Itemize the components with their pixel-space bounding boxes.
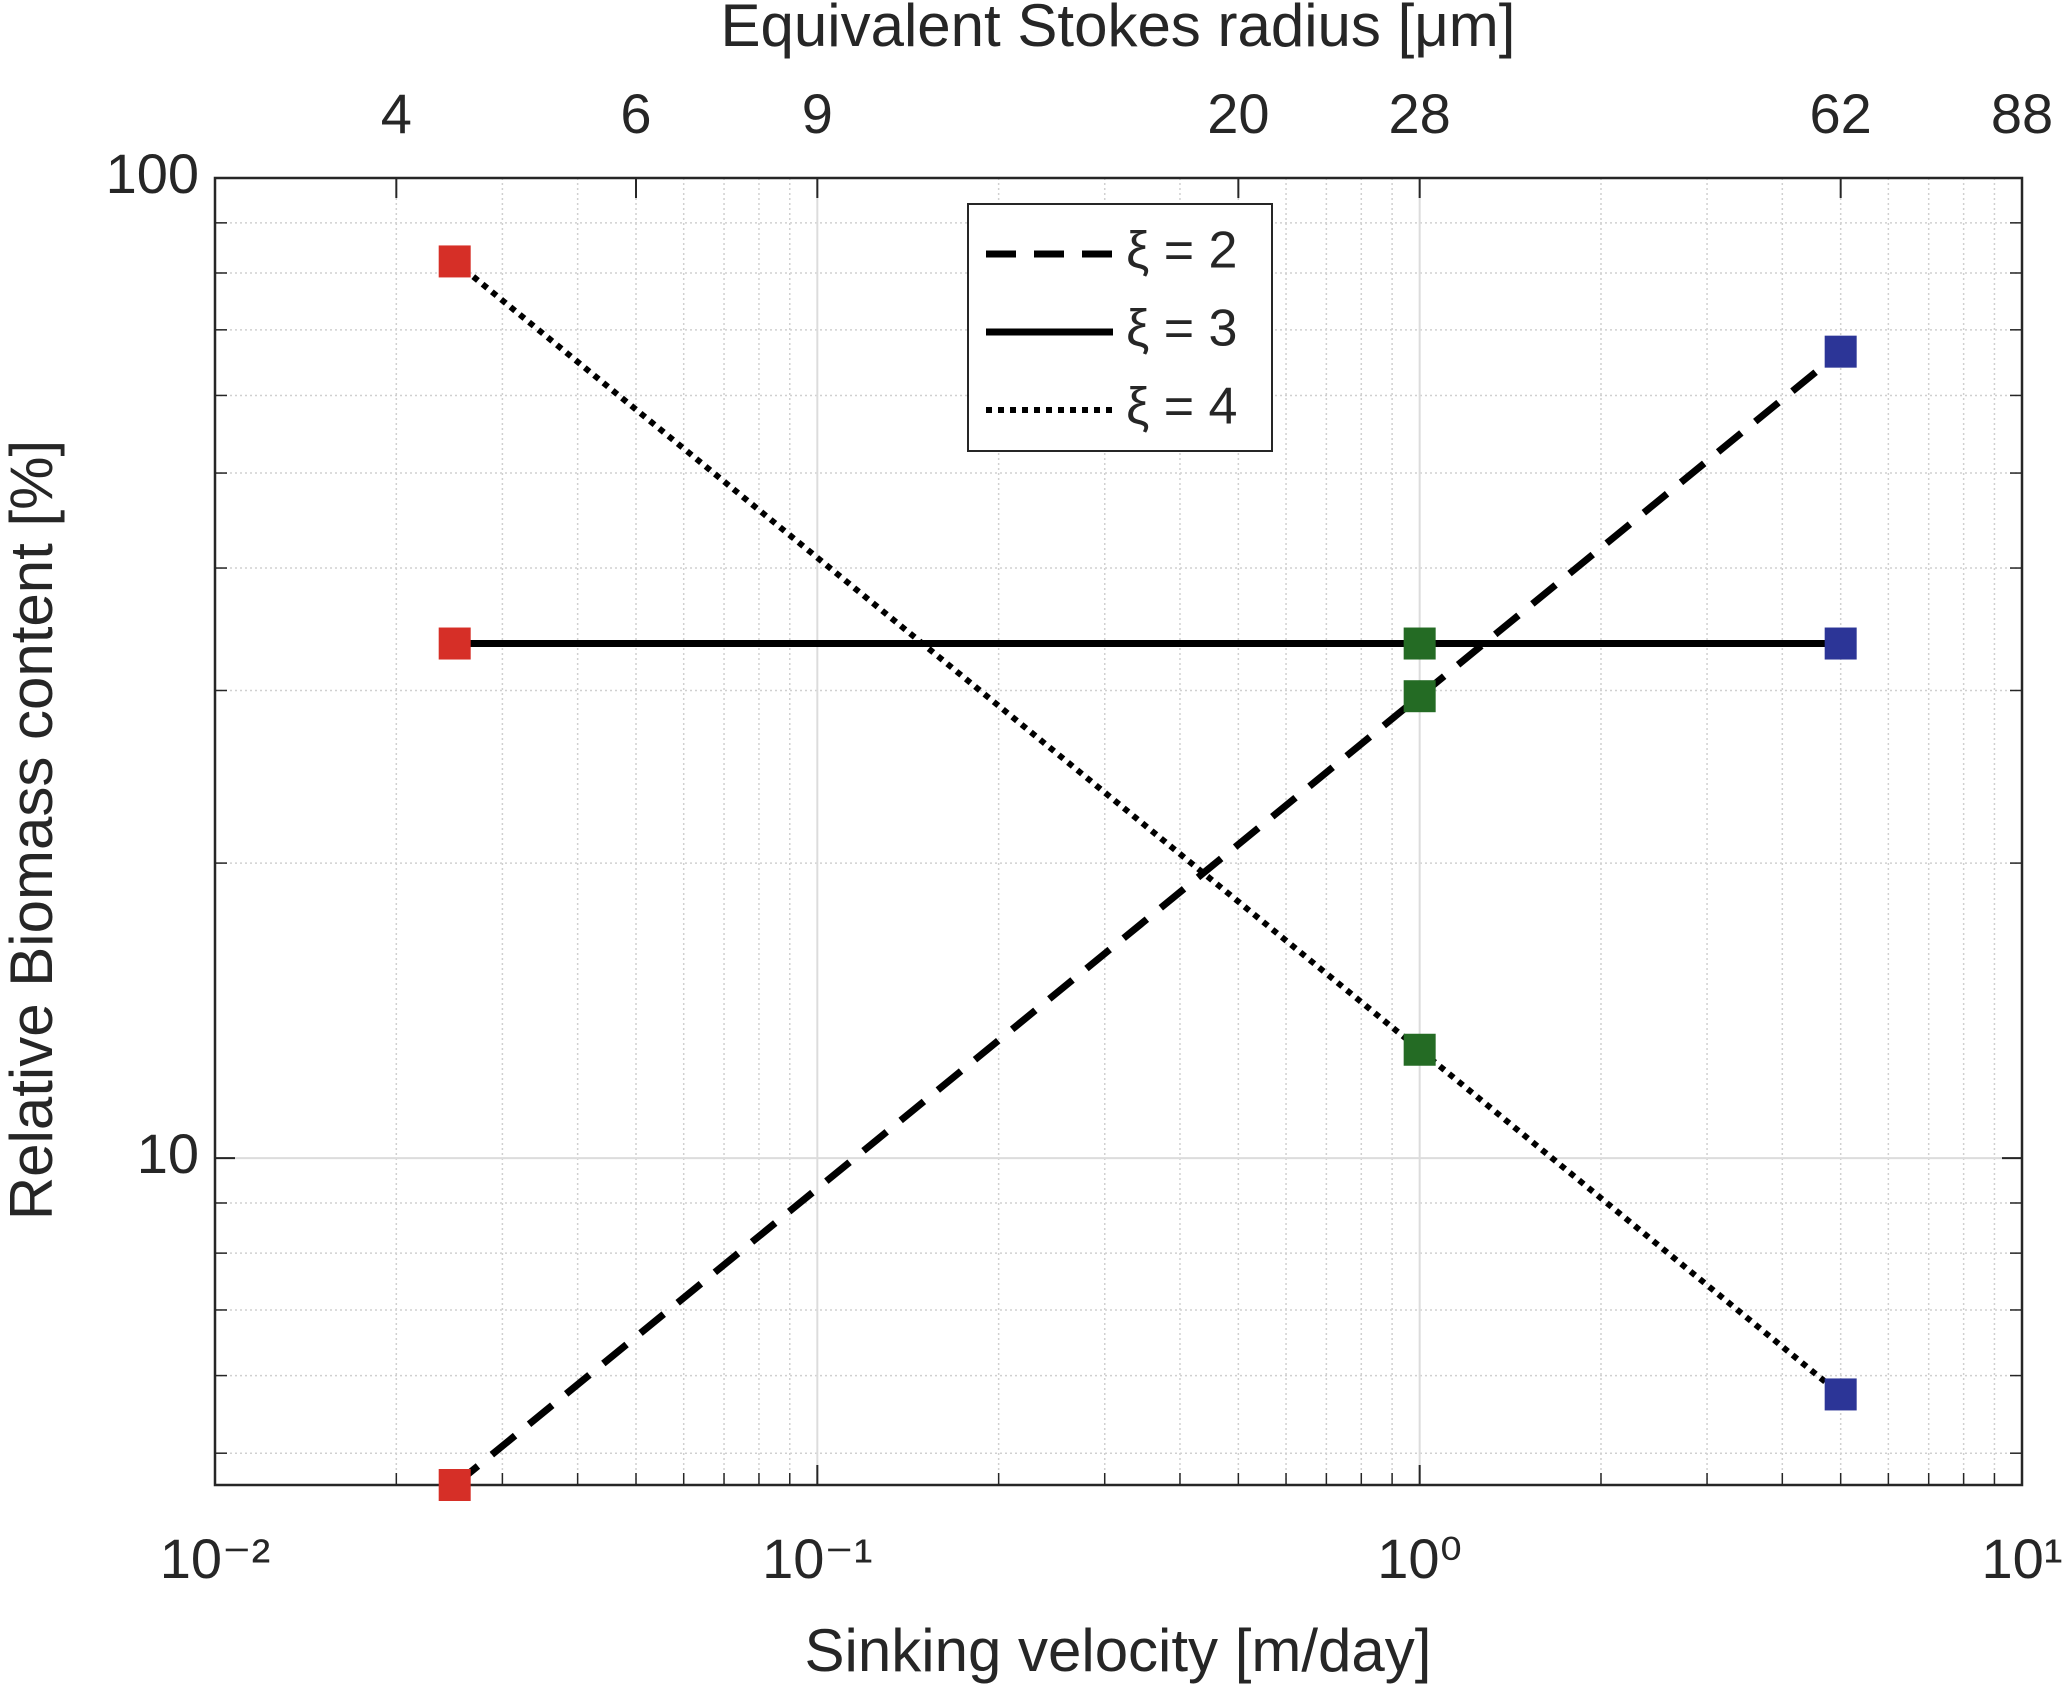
x2-tick-label: 4	[381, 82, 412, 145]
x2-tick-label: 62	[1810, 82, 1872, 145]
marker	[1403, 627, 1436, 660]
x-tick-label: 10¹	[1982, 1527, 2063, 1590]
series-line	[452, 259, 1843, 1397]
x2-tick-label: 9	[802, 82, 833, 145]
x2-tick-label: 6	[620, 82, 651, 145]
marker	[438, 1469, 471, 1501]
plot-frame	[213, 176, 2024, 1487]
y-axis-label: Relative Biomass content [%]	[0, 440, 65, 1220]
legend-label: ξ = 4	[1126, 378, 1237, 436]
x2-axis-label: Equivalent Stokes radius [μm]	[721, 0, 1516, 59]
y-tick-label: 10	[137, 1122, 199, 1185]
x-tick-label: 10⁻¹	[762, 1527, 873, 1590]
series-line	[452, 348, 1843, 1488]
x-axis-label: Sinking velocity [m/day]	[805, 1617, 1432, 1684]
marker	[1824, 335, 1857, 368]
x2-tick-label: 20	[1207, 82, 1269, 145]
y-tick-label: 100	[106, 142, 199, 205]
legend-label: ξ = 2	[1126, 222, 1237, 280]
x2-tick-label: 28	[1389, 82, 1451, 145]
legend-label: ξ = 3	[1126, 300, 1237, 358]
marker	[438, 245, 471, 278]
marker	[438, 627, 471, 660]
x-tick-label: 10⁰	[1377, 1527, 1462, 1590]
legend-box	[967, 203, 1273, 452]
marker	[1824, 1378, 1857, 1411]
x-tick-label: 10⁻²	[160, 1527, 271, 1590]
marker	[1403, 1033, 1436, 1066]
x2-tick-label: 88	[1991, 82, 2053, 145]
marker	[1403, 680, 1436, 713]
marker	[1824, 627, 1857, 660]
